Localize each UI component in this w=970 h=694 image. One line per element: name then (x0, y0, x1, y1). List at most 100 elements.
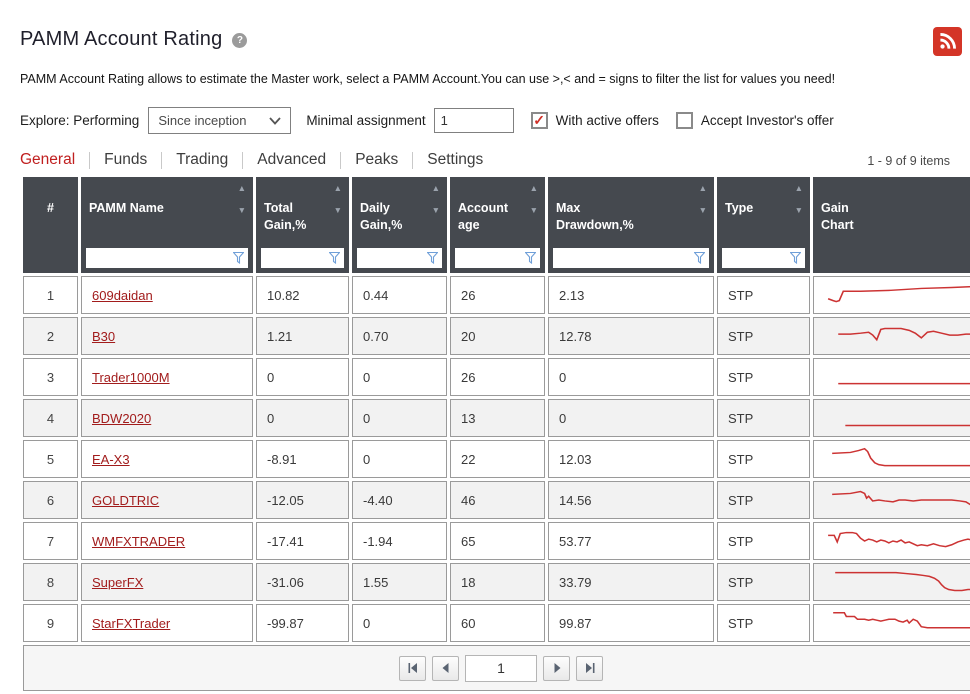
total-gain-cell: -12.05 (256, 481, 349, 520)
pamm-account-link[interactable]: BDW2020 (92, 410, 152, 426)
pamm-account-link[interactable]: GOLDTRIC (92, 492, 160, 508)
account-age-cell: 65 (450, 522, 545, 561)
account-age-cell: 13 (450, 399, 545, 438)
filter-funnel-icon[interactable] (233, 252, 244, 265)
chevron-down-icon (269, 116, 281, 125)
gain-sparkline (838, 383, 970, 385)
filter-funnel-icon[interactable] (790, 252, 801, 265)
tab-general[interactable]: General (20, 151, 76, 168)
sort-desc-icon[interactable]: ▼ (794, 204, 803, 215)
sort-asc-icon[interactable]: ▲ (237, 183, 246, 193)
checkbox-accept-investors-offer[interactable]: ✓ Accept Investor's offer (675, 112, 834, 129)
row-number-cell: 7 (23, 522, 78, 561)
gain-chart-cell (813, 440, 970, 479)
table-header-row: # PAMM Name ▲ ▼ Total Gain,% ▲ ▼ Daily Gai… (23, 177, 970, 274)
sort-asc-icon[interactable]: ▲ (529, 183, 538, 193)
sort-desc-icon[interactable]: ▼ (529, 204, 538, 215)
filter-input-daily-gain[interactable] (357, 248, 442, 269)
gain-chart-cell (813, 481, 970, 520)
column-header-daily-gain[interactable]: Daily Gain,% ▲ ▼ (352, 177, 447, 274)
filter-funnel-icon[interactable] (525, 252, 536, 265)
sort-desc-icon[interactable]: ▼ (431, 204, 440, 215)
pamm-name-cell: BDW2020 (81, 399, 253, 438)
help-icon[interactable]: ? (232, 33, 248, 48)
tab-trading[interactable]: Trading (176, 151, 229, 168)
total-gain-cell: -8.91 (256, 440, 349, 479)
row-number-cell: 4 (23, 399, 78, 438)
column-header-max-drawdown[interactable]: Max Drawdown,% ▲ ▼ (548, 177, 714, 274)
column-header-total-gain[interactable]: Total Gain,% ▲ ▼ (256, 177, 349, 274)
sort-desc-icon[interactable]: ▼ (333, 204, 342, 215)
column-header-account-age[interactable]: Account age ▲ ▼ (450, 177, 545, 274)
max-drawdown-cell: 0 (548, 399, 714, 438)
tab-advanced[interactable]: Advanced (257, 151, 327, 168)
gain-sparkline (828, 532, 970, 548)
max-drawdown-cell: 14.56 (548, 481, 714, 520)
pamm-account-link[interactable]: WMFXTRADER (92, 533, 186, 549)
gain-sparkline (832, 491, 970, 506)
period-select[interactable]: Since inception (148, 107, 292, 134)
page-number-input[interactable] (465, 654, 537, 682)
sort-asc-icon[interactable]: ▲ (431, 183, 440, 193)
checkbox-label: With active offers (555, 113, 659, 128)
rss-icon[interactable] (933, 27, 962, 56)
rating-table: # PAMM Name ▲ ▼ Total Gain,% ▲ ▼ Daily Gai… (20, 174, 970, 694)
filter-funnel-icon[interactable] (329, 252, 340, 265)
checkbox-with-active-offers[interactable]: ✓ With active offers (530, 112, 659, 129)
pagination (399, 654, 603, 682)
max-drawdown-cell: 99.87 (548, 604, 714, 643)
sort-desc-icon[interactable]: ▼ (237, 204, 246, 215)
filter-input-account-age[interactable] (455, 248, 540, 269)
gain-chart-cell (813, 522, 970, 561)
period-select-value: Since inception (158, 113, 247, 128)
type-cell: STP (717, 563, 810, 602)
previous-page-button[interactable] (432, 655, 459, 681)
sort-asc-icon[interactable]: ▲ (333, 183, 342, 193)
daily-gain-cell: 0 (352, 604, 447, 643)
next-page-button[interactable] (543, 655, 570, 681)
pamm-account-link[interactable]: B30 (92, 328, 116, 344)
gain-sparkline (833, 612, 970, 629)
pamm-name-cell: GOLDTRIC (81, 481, 253, 520)
gain-chart-cell (813, 399, 970, 438)
tab-peaks[interactable]: Peaks (355, 151, 399, 168)
table-row: 7 WMFXTRADER -17.41 -1.94 65 53.77 STP (23, 522, 970, 561)
first-page-button[interactable] (399, 655, 426, 681)
daily-gain-cell: 0.70 (352, 317, 447, 356)
pamm-account-link[interactable]: EA-X3 (92, 451, 130, 467)
minimal-assignment-input[interactable] (433, 108, 514, 133)
filter-input-max-drawdown[interactable] (553, 248, 709, 269)
pamm-account-link[interactable]: 609daidan (92, 287, 153, 303)
max-drawdown-cell: 12.78 (548, 317, 714, 356)
filter-bar: Explore: Performing Since inception Mini… (20, 107, 950, 134)
type-cell: STP (717, 276, 810, 315)
filter-input-pamm-name[interactable] (86, 248, 248, 269)
pamm-account-link[interactable]: Trader1000M (92, 369, 170, 385)
tab-funds[interactable]: Funds (104, 151, 148, 168)
row-number-cell: 2 (23, 317, 78, 356)
column-header-pamm-name[interactable]: PAMM Name ▲ ▼ (81, 177, 253, 274)
type-cell: STP (717, 358, 810, 397)
column-header-gain-chart: Gain Chart (813, 177, 970, 274)
total-gain-cell: -31.06 (256, 563, 349, 602)
column-header-type[interactable]: Type ▲ ▼ (717, 177, 810, 274)
type-cell: STP (717, 440, 810, 479)
type-cell: STP (717, 604, 810, 643)
sort-asc-icon[interactable]: ▲ (698, 183, 707, 193)
pamm-account-link[interactable]: StarFXTrader (92, 615, 171, 631)
filter-input-type[interactable] (722, 248, 805, 269)
items-count: 1 - 9 of 9 items (867, 154, 950, 168)
account-age-cell: 26 (450, 276, 545, 315)
pamm-name-cell: StarFXTrader (81, 604, 253, 643)
max-drawdown-cell: 33.79 (548, 563, 714, 602)
filter-funnel-icon[interactable] (694, 252, 705, 265)
sort-asc-icon[interactable]: ▲ (794, 183, 803, 193)
tab-settings[interactable]: Settings (427, 151, 484, 168)
total-gain-cell: 10.82 (256, 276, 349, 315)
pamm-account-link[interactable]: SuperFX (92, 574, 144, 590)
filter-funnel-icon[interactable] (427, 252, 438, 265)
filter-input-total-gain[interactable] (261, 248, 344, 269)
sort-desc-icon[interactable]: ▼ (698, 204, 707, 215)
tab-separator (161, 151, 163, 169)
last-page-button[interactable] (576, 655, 603, 681)
